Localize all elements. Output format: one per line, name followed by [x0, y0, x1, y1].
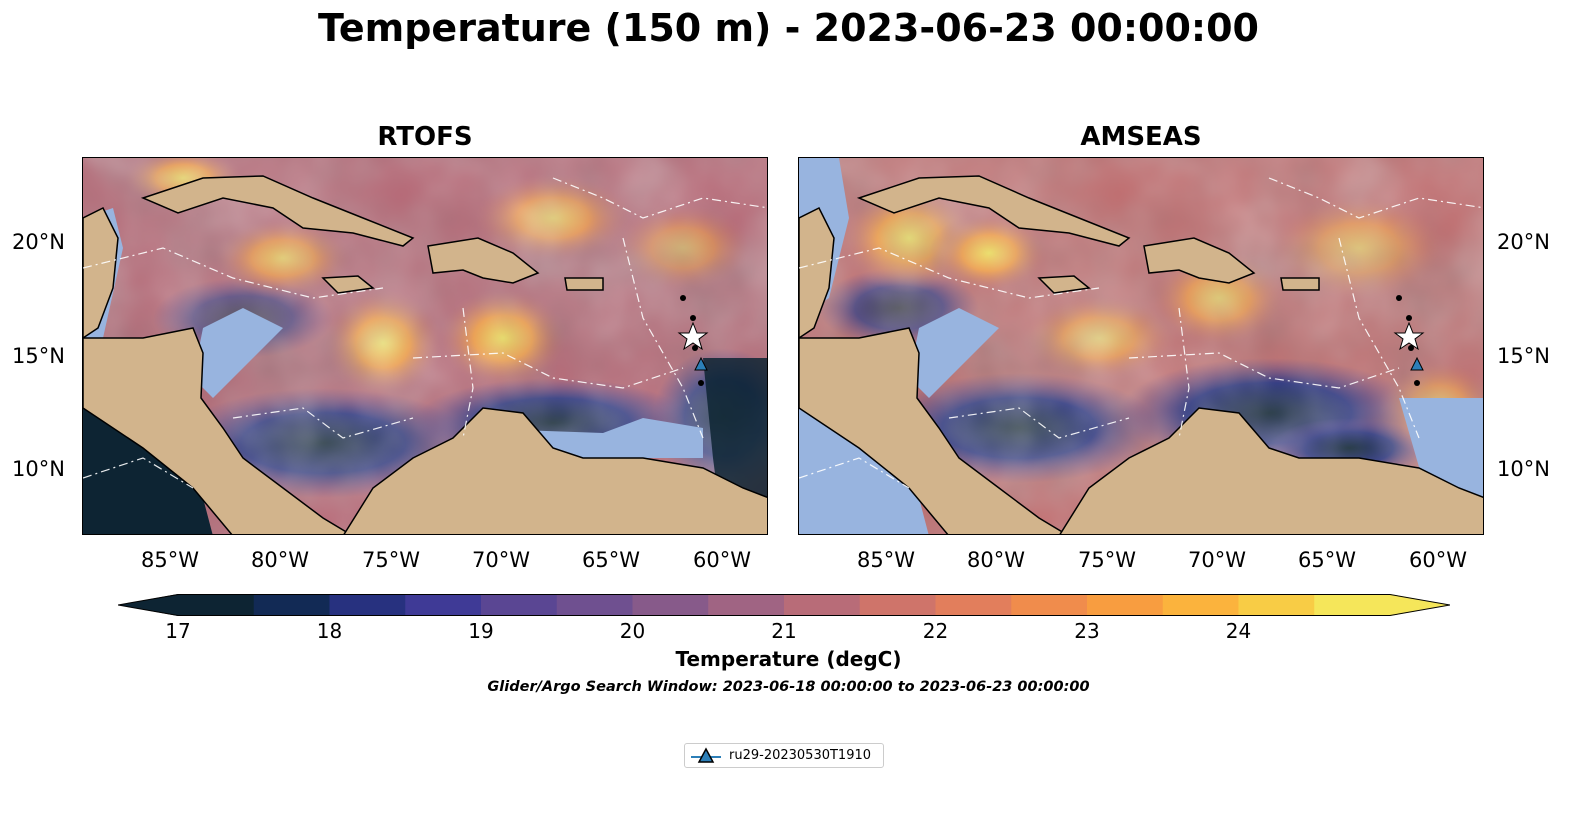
lon-label-right-70: 70°W — [1188, 548, 1246, 572]
colorbar-segment — [1238, 594, 1315, 616]
panel-title-amseas: AMSEAS — [1080, 122, 1202, 152]
colorbar-segment — [481, 594, 558, 616]
lon-label-right-60: 60°W — [1409, 548, 1467, 572]
colorbar-segment — [935, 594, 1012, 616]
colorbar — [117, 594, 1451, 616]
colorbar-segment — [708, 594, 785, 616]
colorbar-tick-label: 17 — [165, 619, 191, 643]
star-marker-icon — [677, 321, 709, 351]
star-marker-icon — [1393, 321, 1425, 351]
colorbar-tick-label: 20 — [619, 619, 646, 643]
lat-label-right-10: 10°N — [1497, 457, 1550, 481]
colorbar-segment — [329, 594, 406, 616]
lon-label-left-65: 65°W — [582, 548, 640, 572]
figure-title: Temperature (150 m) - 2023-06-23 00:00:0… — [317, 6, 1259, 50]
lon-label-left-85: 85°W — [141, 548, 199, 572]
legend-triangle-icon — [691, 746, 721, 763]
colorbar-label: Temperature (degC) — [675, 647, 902, 671]
colorbar-tick-label: 18 — [316, 619, 343, 643]
lon-label-left-70: 70°W — [472, 548, 530, 572]
lon-label-right-80: 80°W — [967, 548, 1025, 572]
lat-label-right-20: 20°N — [1497, 230, 1550, 254]
colorbar-segment — [556, 594, 633, 616]
colorbar-segment — [632, 594, 709, 616]
colorbar-segment — [253, 594, 330, 616]
colorbar-tick-label: 24 — [1225, 619, 1252, 643]
colorbar-segment — [859, 594, 936, 616]
legend-label: ru29-20230530T1910 — [729, 748, 872, 763]
colorbar-tick-label: 21 — [771, 619, 797, 643]
colorbar-segment — [1314, 594, 1391, 616]
colorbar-segment — [784, 594, 861, 616]
map-rtofs — [82, 157, 768, 535]
colorbar-segment — [1162, 594, 1239, 616]
colorbar-extend-high — [1390, 594, 1450, 616]
lat-label-left-20: 20°N — [12, 230, 65, 254]
colorbar-segment — [1011, 594, 1088, 616]
lon-label-left-80: 80°W — [251, 548, 309, 572]
lat-label-left-10: 10°N — [12, 457, 65, 481]
colorbar-segment — [1087, 594, 1164, 616]
lon-label-right-85: 85°W — [857, 548, 915, 572]
colorbar-segment — [405, 594, 482, 616]
lon-label-left-75: 75°W — [362, 548, 420, 572]
search-window-subtitle: Glider/Argo Search Window: 2023-06-18 00… — [487, 679, 1090, 695]
colorbar-tick-label: 19 — [468, 619, 494, 643]
lat-label-left-15: 15°N — [12, 344, 65, 368]
panel-title-rtofs: RTOFS — [377, 122, 473, 152]
glider-triangle-icon — [694, 356, 708, 371]
colorbar-extend-low — [118, 594, 178, 616]
colorbar-tick-label: 23 — [1074, 619, 1100, 643]
lat-label-right-15: 15°N — [1497, 344, 1550, 368]
lon-label-left-60: 60°W — [693, 548, 751, 572]
map-amseas — [798, 157, 1484, 535]
colorbar-tick-label: 22 — [922, 619, 949, 643]
glider-triangle-icon — [1410, 356, 1424, 371]
lon-label-right-65: 65°W — [1298, 548, 1356, 572]
lon-label-right-75: 75°W — [1078, 548, 1136, 572]
legend: ru29-20230530T1910 — [684, 743, 884, 768]
colorbar-segment — [178, 594, 255, 616]
